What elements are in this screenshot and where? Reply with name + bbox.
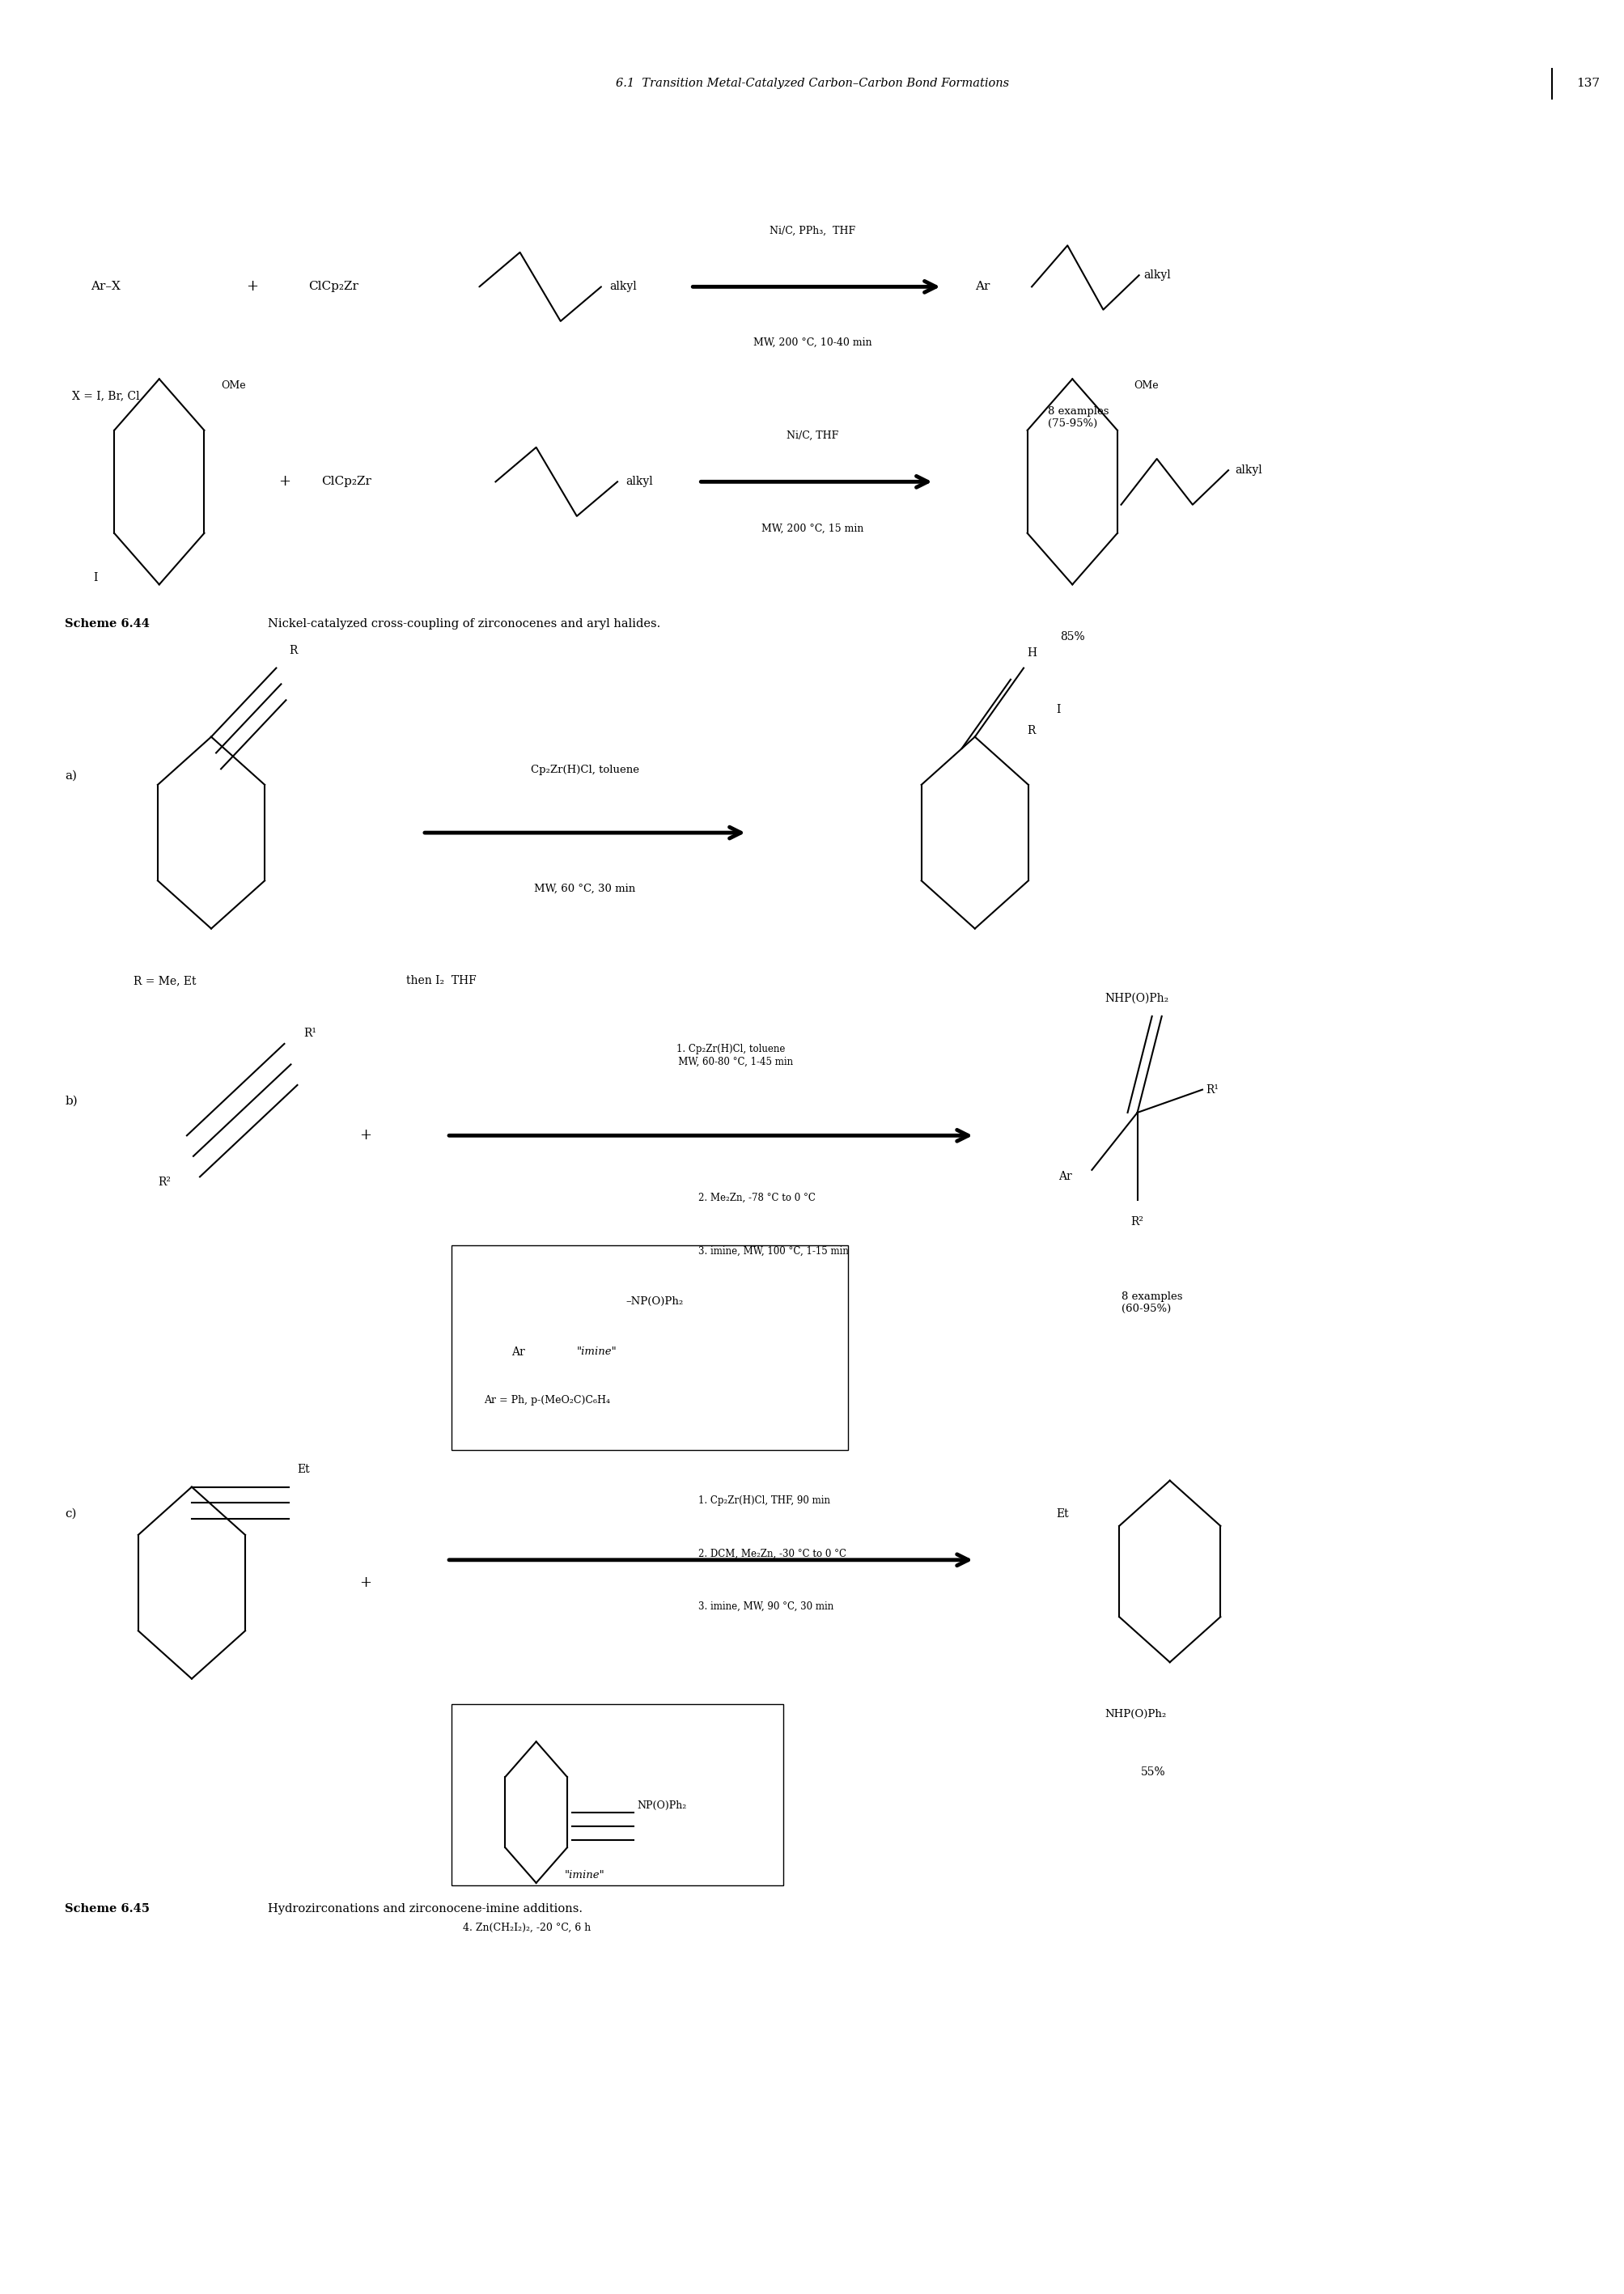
- Text: X = I, Br, Cl: X = I, Br, Cl: [71, 390, 140, 401]
- Text: b): b): [65, 1097, 78, 1106]
- Text: 55%: 55%: [1140, 1766, 1166, 1778]
- Text: NP(O)Ph₂: NP(O)Ph₂: [637, 1801, 687, 1810]
- Text: 2. DCM, Me₂Zn, -30 °C to 0 °C: 2. DCM, Me₂Zn, -30 °C to 0 °C: [698, 1548, 846, 1560]
- Text: Scheme 6.44: Scheme 6.44: [65, 619, 149, 629]
- Text: OMe: OMe: [221, 381, 245, 390]
- Text: I: I: [93, 574, 97, 583]
- Text: +: +: [278, 475, 291, 489]
- Text: Ni/C, THF: Ni/C, THF: [786, 429, 838, 440]
- Text: R¹: R¹: [304, 1028, 317, 1039]
- Text: alkyl: alkyl: [609, 282, 637, 291]
- Text: R = Me, Et: R = Me, Et: [133, 975, 197, 986]
- Text: alkyl: alkyl: [1234, 466, 1262, 475]
- Text: Nickel-catalyzed cross-coupling of zirconocenes and aryl halides.: Nickel-catalyzed cross-coupling of zirco…: [268, 619, 661, 629]
- Text: R: R: [1026, 725, 1034, 736]
- Text: +: +: [359, 1576, 372, 1590]
- Text: alkyl: alkyl: [1143, 271, 1171, 280]
- Text: –NP(O)Ph₂: –NP(O)Ph₂: [625, 1296, 682, 1308]
- Text: OMe: OMe: [1134, 381, 1158, 390]
- FancyBboxPatch shape: [451, 1704, 783, 1886]
- Text: Et: Et: [1056, 1509, 1069, 1519]
- Text: H: H: [1026, 647, 1036, 658]
- Text: "imine": "imine": [577, 1347, 617, 1358]
- Text: R²: R²: [158, 1177, 171, 1188]
- Text: 8 examples
(75-95%): 8 examples (75-95%): [1047, 406, 1109, 429]
- Text: 1. Cp₂Zr(H)Cl, toluene
   MW, 60-80 °C, 1-45 min: 1. Cp₂Zr(H)Cl, toluene MW, 60-80 °C, 1-4…: [669, 1044, 793, 1067]
- Text: ClCp₂Zr: ClCp₂Zr: [322, 477, 372, 486]
- Text: 6.1  Transition Metal-Catalyzed Carbon–Carbon Bond Formations: 6.1 Transition Metal-Catalyzed Carbon–Ca…: [615, 78, 1009, 89]
- Text: Cp₂Zr(H)Cl, toluene: Cp₂Zr(H)Cl, toluene: [531, 764, 638, 775]
- FancyBboxPatch shape: [451, 1246, 848, 1450]
- Text: 8 examples
(60-95%): 8 examples (60-95%): [1121, 1292, 1182, 1314]
- Text: R²: R²: [1130, 1216, 1143, 1227]
- Text: R: R: [289, 645, 297, 656]
- Text: MW, 200 °C, 10-40 min: MW, 200 °C, 10-40 min: [752, 337, 872, 349]
- Text: Ar: Ar: [974, 282, 989, 291]
- Text: alkyl: alkyl: [625, 477, 653, 486]
- Text: NHP(O)Ph₂: NHP(O)Ph₂: [1104, 1709, 1166, 1720]
- Text: R¹: R¹: [1205, 1085, 1218, 1094]
- Text: Hydrozirconations and zirconocene-imine additions.: Hydrozirconations and zirconocene-imine …: [268, 1904, 583, 1913]
- Text: I: I: [1056, 704, 1060, 716]
- Text: Ar = Ph, p-(MeO₂C)C₆H₄: Ar = Ph, p-(MeO₂C)C₆H₄: [484, 1395, 611, 1406]
- Text: NHP(O)Ph₂: NHP(O)Ph₂: [1104, 993, 1168, 1002]
- Text: then I₂  THF: then I₂ THF: [406, 975, 476, 986]
- Text: ClCp₂Zr: ClCp₂Zr: [309, 282, 359, 291]
- Text: 3. imine, MW, 90 °C, 30 min: 3. imine, MW, 90 °C, 30 min: [698, 1601, 833, 1613]
- Text: MW, 200 °C, 15 min: MW, 200 °C, 15 min: [762, 523, 862, 535]
- Text: c): c): [65, 1509, 76, 1519]
- Text: Ar–X: Ar–X: [91, 282, 120, 291]
- Text: Ni/C, PPh₃,  THF: Ni/C, PPh₃, THF: [770, 225, 854, 236]
- Text: 85%: 85%: [1059, 631, 1085, 642]
- Text: a): a): [65, 771, 76, 780]
- Text: 1. Cp₂Zr(H)Cl, THF, 90 min: 1. Cp₂Zr(H)Cl, THF, 90 min: [698, 1496, 830, 1507]
- Text: Scheme 6.45: Scheme 6.45: [65, 1904, 149, 1913]
- Text: Ar: Ar: [512, 1347, 525, 1358]
- Text: Et: Et: [297, 1464, 310, 1475]
- Text: +: +: [245, 280, 258, 294]
- Text: Ar: Ar: [1059, 1172, 1072, 1181]
- Text: "imine": "imine": [565, 1870, 604, 1881]
- Text: 4. Zn(CH₂I₂)₂, -20 °C, 6 h: 4. Zn(CH₂I₂)₂, -20 °C, 6 h: [463, 1922, 591, 1934]
- Text: 3. imine, MW, 100 °C, 1-15 min: 3. imine, MW, 100 °C, 1-15 min: [698, 1246, 849, 1257]
- Text: 137: 137: [1575, 78, 1598, 89]
- Text: +: +: [359, 1129, 372, 1142]
- Text: 2. Me₂Zn, -78 °C to 0 °C: 2. Me₂Zn, -78 °C to 0 °C: [698, 1193, 815, 1204]
- Text: MW, 60 °C, 30 min: MW, 60 °C, 30 min: [534, 883, 635, 895]
